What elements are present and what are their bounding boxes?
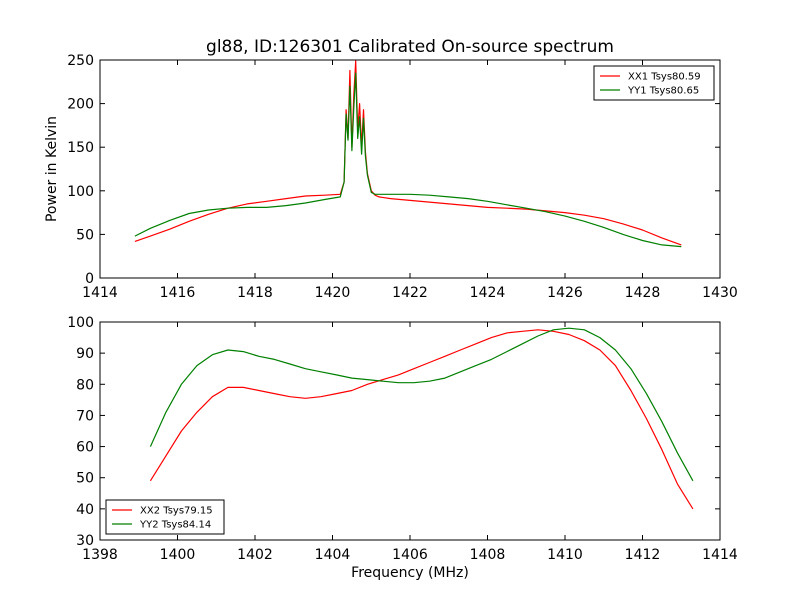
x-tick-label: 1424 [470,285,506,301]
y-tick-label: 80 [76,377,94,393]
y-tick-label: 50 [76,227,94,243]
y-axis-label: Power in Kelvin [44,116,60,222]
y-tick-label: 100 [67,184,94,200]
legend-entry-label: XX2 Tsys79.15 [140,506,213,517]
x-tick-label: 1400 [160,547,196,563]
y-tick-label: 200 [67,97,94,113]
x-tick-label: 1412 [625,547,661,563]
x-tick-label: 1402 [237,547,273,563]
chart-title: gl88, ID:126301 Calibrated On-source spe… [206,37,614,57]
y-tick-label: 90 [76,346,94,362]
x-tick-label: 1428 [625,285,661,301]
x-tick-label: 1418 [237,285,273,301]
x-tick-label: 1414 [702,547,738,563]
x-tick-label: 1406 [392,547,428,563]
x-tick-label: 1408 [470,547,506,563]
bottom-spectrum-panel: 1398 1400 1402 1404 1406 1408 1410 1412 1414 30 40… [67,315,738,581]
x-tick-label: 1410 [547,547,583,563]
x-tick-label: 1414 [82,285,118,301]
legend-box [593,65,715,101]
x-tick-label: 1430 [702,285,738,301]
y-tick-label: 70 [76,408,94,424]
x-tick-label: 1420 [315,285,351,301]
legend-entry-label: YY1 Tsys80.65 [627,86,699,97]
series-line-yy2 [149,327,694,482]
series-line-yy1 [134,72,682,248]
x-axis-label: Frequency (MHz) [351,565,469,581]
legend-entry-label: XX1 Tsys80.59 [628,72,701,83]
x-tick-label: 1422 [392,285,428,301]
top-spectrum-panel: 1414 1416 1418 1420 1422 1424 1426 1428 1430 0 50 1… [44,37,738,301]
legend-entry-label: YY2 Tsys84.14 [139,520,211,531]
legend-box [105,499,225,535]
y-tick-label: 50 [76,471,94,487]
y-tick-label: 60 [76,440,94,456]
legend: XX1 Tsys80.59 YY1 Tsys80.65 [593,65,715,101]
y-tick-label: 30 [76,533,94,549]
x-tick-label: 1398 [82,547,118,563]
x-tick-label: 1416 [160,285,196,301]
y-tick-label: 250 [67,53,94,69]
x-tick-label: 1404 [315,547,351,563]
series-line-xx2 [149,329,694,510]
y-tick-label: 100 [67,315,94,331]
legend: XX2 Tsys79.15 YY2 Tsys84.14 [105,499,225,535]
y-tick-label: 150 [67,140,94,156]
y-tick-label: 0 [85,271,94,287]
y-tick-label: 40 [76,502,94,518]
x-tick-label: 1426 [547,285,583,301]
